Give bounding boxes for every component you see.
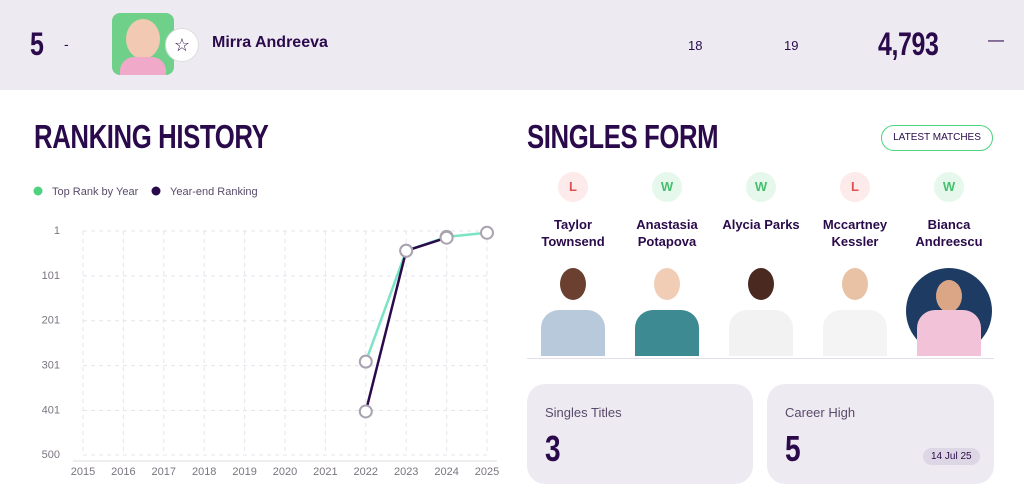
movement: -	[64, 36, 69, 52]
favorite-button[interactable]: ☆	[165, 28, 199, 62]
x-tick-label: 2023	[394, 466, 418, 478]
opponent-photo	[713, 266, 809, 356]
data-point	[358, 354, 373, 369]
opponent-photo	[807, 266, 903, 356]
result-badge: L	[558, 172, 588, 202]
y-tick-label: 1	[54, 225, 60, 237]
player-row[interactable]: 5 - ☆ Mirra Andreeva 18 19 4,793 —	[0, 0, 1024, 90]
legend-marker	[151, 186, 161, 196]
latest-matches-button[interactable]: LATEST MATCHES	[881, 125, 993, 151]
career-high-card: Career High 5 14 Jul 25	[767, 384, 994, 484]
match[interactable]: L Mccartney Kessler	[807, 172, 903, 356]
divider	[527, 358, 994, 359]
x-tick-label: 2019	[232, 466, 256, 478]
data-point	[439, 230, 454, 245]
section-title: SINGLES FORM	[527, 118, 719, 155]
card-value: 5	[785, 428, 801, 469]
opponent-name: Anastasia Potapova	[636, 217, 698, 249]
y-tick-label: 500	[42, 449, 60, 461]
match[interactable]: W Alycia Parks	[713, 172, 809, 356]
opponent-name: Bianca Andreescu	[915, 217, 983, 249]
y-tick-label: 401	[42, 404, 60, 416]
stat: 18	[688, 38, 703, 53]
section-title: RANKING HISTORY	[34, 118, 269, 155]
result-badge: L	[840, 172, 870, 202]
x-tick-label: 2021	[313, 466, 337, 478]
y-tick-label: 101	[42, 270, 60, 282]
x-tick-label: 2018	[192, 466, 216, 478]
rank: 5	[30, 26, 44, 62]
x-tick-label: 2025	[475, 466, 499, 478]
player-name[interactable]: Mirra Andreeva	[212, 34, 328, 51]
points: 4,793	[878, 26, 939, 62]
avatar	[112, 13, 174, 75]
legend-label: Year-end Ranking	[170, 186, 258, 198]
match[interactable]: W Anastasia Potapova	[619, 172, 715, 356]
legend-marker	[33, 186, 43, 196]
ranking-chart: Top Rank by Year Year-end Ranking 1 101 201 3…	[33, 186, 499, 478]
trend: —	[988, 32, 1004, 49]
result-badge: W	[934, 172, 964, 202]
x-tick-label: 2017	[152, 466, 176, 478]
match[interactable]: L Taylor Townsend	[525, 172, 621, 356]
stat: 19	[784, 38, 799, 53]
card-value: 3	[545, 428, 561, 469]
opponent-photo	[619, 266, 715, 356]
x-tick-label: 2022	[354, 466, 378, 478]
card-label: Career High	[785, 405, 856, 420]
y-tick-label: 201	[42, 315, 60, 327]
date-chip: 14 Jul 25	[923, 448, 980, 465]
legend-label: Top Rank by Year	[52, 186, 139, 198]
x-tick-label: 2015	[71, 466, 95, 478]
opponent-name: Mccartney Kessler	[822, 217, 888, 249]
result-badge: W	[746, 172, 776, 202]
titles-card: Singles Titles 3	[527, 384, 753, 484]
opponent-name: Alycia Parks	[722, 217, 800, 232]
x-tick-label: 2024	[434, 466, 458, 478]
y-tick-label: 301	[42, 360, 60, 372]
x-tick-label: 2016	[111, 466, 135, 478]
card-label: Singles Titles	[545, 405, 622, 420]
data-point	[480, 225, 494, 240]
match-list: L Taylor Townsend W Anastasia Potapova W…	[525, 0, 995, 360]
match[interactable]: W Bianca Andreescu	[901, 172, 997, 356]
result-badge: W	[652, 172, 682, 202]
opponent-photo	[901, 266, 997, 356]
opponent-name: Taylor Townsend	[541, 217, 605, 249]
data-point	[399, 243, 414, 258]
x-tick-label: 2020	[273, 466, 297, 478]
opponent-photo	[525, 266, 621, 356]
data-point	[358, 404, 373, 419]
